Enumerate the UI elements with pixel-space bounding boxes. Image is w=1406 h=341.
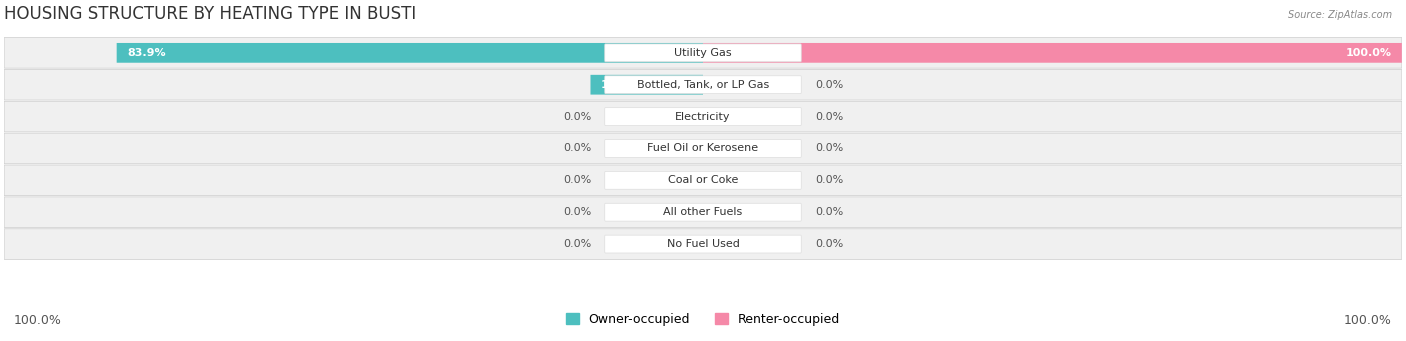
Text: 100.0%: 100.0% bbox=[1346, 48, 1392, 58]
Text: 100.0%: 100.0% bbox=[1344, 314, 1392, 327]
FancyBboxPatch shape bbox=[4, 70, 1402, 100]
Text: 100.0%: 100.0% bbox=[14, 314, 62, 327]
Text: 0.0%: 0.0% bbox=[562, 175, 591, 185]
Text: 16.1%: 16.1% bbox=[600, 80, 640, 90]
FancyBboxPatch shape bbox=[4, 165, 1402, 196]
Text: 0.0%: 0.0% bbox=[815, 80, 844, 90]
Text: Fuel Oil or Kerosene: Fuel Oil or Kerosene bbox=[647, 144, 759, 153]
FancyBboxPatch shape bbox=[605, 172, 801, 189]
Text: 0.0%: 0.0% bbox=[815, 144, 844, 153]
FancyBboxPatch shape bbox=[591, 75, 703, 94]
FancyBboxPatch shape bbox=[605, 44, 801, 62]
Text: Electricity: Electricity bbox=[675, 112, 731, 122]
Text: 0.0%: 0.0% bbox=[815, 207, 844, 217]
FancyBboxPatch shape bbox=[117, 43, 703, 63]
FancyBboxPatch shape bbox=[605, 76, 801, 94]
Text: 83.9%: 83.9% bbox=[127, 48, 166, 58]
Text: 0.0%: 0.0% bbox=[562, 144, 591, 153]
Text: 0.0%: 0.0% bbox=[562, 207, 591, 217]
FancyBboxPatch shape bbox=[605, 235, 801, 253]
Text: Coal or Coke: Coal or Coke bbox=[668, 175, 738, 185]
FancyBboxPatch shape bbox=[605, 203, 801, 221]
Text: 0.0%: 0.0% bbox=[815, 175, 844, 185]
FancyBboxPatch shape bbox=[4, 101, 1402, 132]
FancyBboxPatch shape bbox=[4, 229, 1402, 260]
Text: All other Fuels: All other Fuels bbox=[664, 207, 742, 217]
Text: 0.0%: 0.0% bbox=[562, 239, 591, 249]
FancyBboxPatch shape bbox=[703, 43, 1402, 63]
FancyBboxPatch shape bbox=[4, 197, 1402, 227]
Text: Bottled, Tank, or LP Gas: Bottled, Tank, or LP Gas bbox=[637, 80, 769, 90]
Text: Source: ZipAtlas.com: Source: ZipAtlas.com bbox=[1288, 10, 1392, 20]
Text: Utility Gas: Utility Gas bbox=[675, 48, 731, 58]
FancyBboxPatch shape bbox=[4, 133, 1402, 164]
FancyBboxPatch shape bbox=[605, 108, 801, 125]
FancyBboxPatch shape bbox=[605, 139, 801, 158]
Text: 0.0%: 0.0% bbox=[815, 239, 844, 249]
Text: 0.0%: 0.0% bbox=[815, 112, 844, 122]
Text: HOUSING STRUCTURE BY HEATING TYPE IN BUSTI: HOUSING STRUCTURE BY HEATING TYPE IN BUS… bbox=[4, 4, 416, 23]
Legend: Owner-occupied, Renter-occupied: Owner-occupied, Renter-occupied bbox=[561, 308, 845, 331]
Text: 0.0%: 0.0% bbox=[562, 112, 591, 122]
Text: No Fuel Used: No Fuel Used bbox=[666, 239, 740, 249]
FancyBboxPatch shape bbox=[4, 38, 1402, 68]
